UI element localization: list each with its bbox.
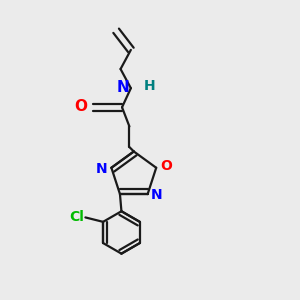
Text: N: N	[151, 188, 163, 202]
Text: O: O	[74, 99, 87, 114]
Text: O: O	[160, 159, 172, 173]
Text: N: N	[96, 162, 108, 176]
Text: Cl: Cl	[70, 209, 85, 224]
Text: H: H	[144, 79, 156, 93]
Text: N: N	[117, 80, 129, 95]
